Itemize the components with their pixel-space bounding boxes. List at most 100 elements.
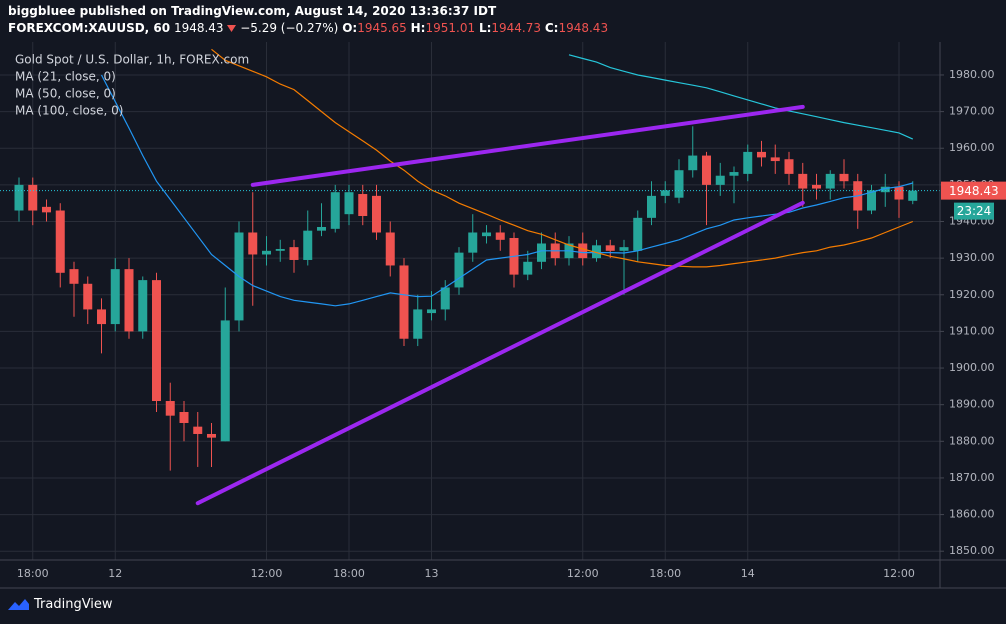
candle-body	[317, 227, 326, 231]
candle-body	[262, 250, 271, 255]
change: −5.29 (−0.27%)	[240, 21, 339, 35]
candle-body	[372, 195, 381, 233]
candle-body	[385, 232, 395, 266]
candle-body	[784, 159, 794, 174]
candle-body	[97, 309, 106, 325]
candle-body	[880, 186, 890, 193]
candle-body	[83, 283, 93, 310]
candle-body	[110, 269, 120, 325]
candle-body	[344, 192, 354, 215]
candle-body	[770, 157, 780, 162]
y-tick-label: 1890.00	[949, 398, 995, 411]
y-tick-label: 1920.00	[949, 288, 995, 301]
candle-body	[537, 243, 546, 262]
symbol: FOREXCOM:XAUUSD, 60	[8, 21, 171, 35]
candle-body	[812, 184, 821, 189]
candle-body	[124, 269, 134, 332]
candle-body	[867, 190, 876, 211]
x-tick-label: 12	[108, 567, 122, 580]
legend-title: Gold Spot / U.S. Dollar, 1h, FOREX.com	[15, 53, 249, 67]
x-tick-label: 18:00	[649, 567, 681, 580]
candle-body	[482, 232, 491, 237]
candle-body	[839, 173, 849, 182]
candle-body	[14, 184, 24, 211]
candle-body	[894, 186, 904, 200]
high-value: 1951.01	[425, 21, 476, 35]
publisher-line: biggbluee published on TradingView.com, …	[8, 4, 497, 18]
brand: TradingView	[34, 596, 113, 612]
x-tick-label: 13	[425, 567, 439, 580]
x-tick-label: 18:00	[17, 567, 49, 580]
candle-body	[275, 248, 285, 251]
trendline	[195, 200, 805, 506]
candle-body	[55, 210, 65, 273]
candle-body	[220, 320, 230, 442]
candle-body	[69, 269, 79, 284]
candle-body	[495, 232, 505, 240]
x-tick-label: 12:00	[567, 567, 599, 580]
candle-body	[729, 172, 739, 176]
candle-body	[605, 245, 615, 251]
y-tick-label: 1970.00	[949, 105, 995, 118]
y-tick-label: 1900.00	[949, 361, 995, 374]
close-label: C:	[544, 21, 559, 35]
candle-body	[358, 194, 368, 217]
candle-body	[248, 232, 258, 255]
candle-body	[619, 247, 629, 251]
candle-body	[523, 261, 533, 275]
y-tick-label: 1980.00	[949, 68, 995, 81]
candle-body	[454, 252, 464, 288]
ma-line	[211, 48, 914, 268]
down-arrow	[227, 25, 237, 32]
plot-area	[0, 48, 940, 506]
trendline	[250, 104, 805, 187]
open-label: O:	[342, 21, 358, 35]
candle-body	[798, 173, 808, 189]
candle-body	[660, 190, 670, 196]
low-value: 1944.73	[491, 21, 542, 35]
last-price-box	[941, 181, 1006, 200]
footer: TradingView	[6, 596, 113, 612]
candle-body	[413, 309, 423, 339]
candle-body	[207, 433, 216, 438]
x-tick-label: 12:00	[251, 567, 283, 580]
candle-body	[592, 245, 601, 259]
countdown-label: 23:24	[957, 204, 992, 218]
candle-body	[193, 426, 203, 434]
candle-body	[427, 309, 436, 314]
candle-body	[715, 175, 725, 185]
candle-body	[179, 412, 189, 423]
candle-body	[303, 230, 313, 260]
axes: 1850.00 1860.00 1870.00 1880.00 1890.00 1900.…	[17, 68, 1006, 580]
x-tick-label: 12:00	[883, 567, 915, 580]
header: biggbluee published on TradingView.com, …	[8, 3, 608, 37]
x-tick-label: 18:00	[333, 567, 365, 580]
y-tick-label: 1910.00	[949, 324, 995, 337]
last-price: 1948.43	[173, 21, 224, 35]
quote-line: FOREXCOM:XAUUSD, 60 1948.43 −5.29 (−0.27…	[8, 20, 608, 37]
candle-body	[289, 247, 299, 260]
high-label: H:	[410, 21, 426, 35]
candle-body	[757, 151, 766, 158]
ma-line	[568, 54, 914, 140]
candle-body	[633, 217, 643, 251]
candle-body	[399, 265, 409, 339]
close-value: 1948.43	[558, 21, 609, 35]
candle-body	[743, 151, 753, 174]
candle-body	[152, 280, 161, 402]
candle-body	[578, 243, 588, 259]
y-tick-label: 1850.00	[949, 544, 995, 557]
candle-body	[674, 170, 684, 198]
candle-body	[908, 190, 918, 201]
candle-body	[647, 195, 656, 218]
legend-entry: MA (50, close, 0)	[15, 87, 116, 101]
candle-body	[688, 155, 698, 171]
countdown-box	[954, 202, 994, 220]
x-tick-label: 14	[741, 567, 755, 580]
low-label: L:	[478, 21, 492, 35]
y-tick-label: 1860.00	[949, 508, 995, 521]
logo	[8, 599, 29, 610]
y-tick-label: 1870.00	[949, 471, 995, 484]
